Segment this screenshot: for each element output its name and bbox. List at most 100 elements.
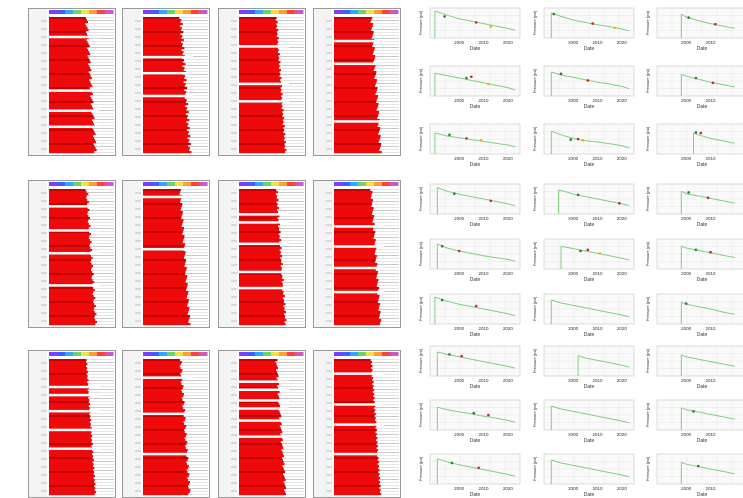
measurement-point xyxy=(711,81,715,85)
y-axis-label: Pressure [psi] xyxy=(645,349,650,373)
log-grid-row xyxy=(178,458,208,459)
measurement-point xyxy=(613,26,616,30)
log-bar xyxy=(334,261,376,264)
depth-track xyxy=(29,351,47,497)
x-tick-label: 2000 xyxy=(681,216,692,221)
log-bar xyxy=(143,85,185,88)
log-header-swatch xyxy=(334,352,343,356)
x-tick-label: 2000 xyxy=(568,98,579,103)
log-grid-row xyxy=(274,359,304,360)
log-grid-row xyxy=(84,312,114,313)
log-bar xyxy=(334,415,375,418)
log-bar xyxy=(49,421,90,424)
log-bar xyxy=(143,119,190,122)
log-grid-row xyxy=(369,413,399,414)
log-grid-row xyxy=(178,50,208,51)
log-bar xyxy=(143,29,182,32)
log-bar xyxy=(334,227,374,230)
log-bar xyxy=(334,437,378,440)
log-bar xyxy=(143,217,182,220)
log-header-swatch xyxy=(382,182,391,186)
log-grid-row xyxy=(178,113,208,114)
well-log-panel xyxy=(28,350,116,498)
log-bar xyxy=(239,255,283,258)
log-grid-row xyxy=(178,65,208,66)
log-bar xyxy=(239,151,285,154)
log-gap xyxy=(334,225,384,228)
log-grid-row xyxy=(84,68,114,69)
pressure-series-line xyxy=(560,245,630,261)
log-bar xyxy=(239,129,285,132)
log-header-swatch xyxy=(279,352,288,356)
log-bar xyxy=(49,83,92,86)
y-axis-label: Pressure [psi] xyxy=(645,457,650,481)
log-bar xyxy=(49,79,90,82)
log-bar xyxy=(143,79,187,82)
y-axis-label: Pressure [psi] xyxy=(532,457,537,481)
log-bar xyxy=(334,59,375,62)
log-bar xyxy=(143,61,184,64)
log-grid-row xyxy=(178,318,208,319)
log-bar xyxy=(49,293,93,296)
depth-track xyxy=(314,181,332,327)
log-grid-row xyxy=(178,312,208,313)
log-grid-row xyxy=(84,201,114,202)
log-grid-row xyxy=(178,410,208,411)
log-grid-row xyxy=(274,17,304,18)
log-bar xyxy=(49,139,96,142)
log-grid-row xyxy=(369,416,399,417)
log-bar xyxy=(239,81,281,84)
log-grid-row xyxy=(84,324,114,325)
log-bar xyxy=(239,359,278,362)
log-bar xyxy=(334,251,376,254)
log-gap xyxy=(239,213,289,216)
log-grid-row xyxy=(274,192,304,193)
log-grid-row xyxy=(369,231,399,232)
pressure-series-line xyxy=(681,461,735,475)
x-axis-label: Date xyxy=(470,384,481,389)
log-bar xyxy=(143,139,190,142)
log-bar xyxy=(49,99,93,102)
log-bar xyxy=(239,489,285,492)
log-bar xyxy=(143,109,187,112)
log-bar xyxy=(143,311,189,314)
log-bar xyxy=(239,147,285,150)
log-bar xyxy=(334,315,380,318)
log-grid-row xyxy=(369,95,399,96)
log-bar xyxy=(143,117,187,120)
log-bar xyxy=(143,469,187,472)
log-header-swatch xyxy=(287,352,296,356)
log-bar xyxy=(334,61,374,64)
log-bar xyxy=(143,303,188,306)
log-bar xyxy=(334,489,381,492)
log-bar xyxy=(49,227,89,230)
x-tick-label: 2010 xyxy=(706,486,717,491)
log-grid-row xyxy=(178,261,208,262)
log-bar xyxy=(143,47,185,50)
log-header-swatch xyxy=(105,10,114,14)
log-bar xyxy=(143,427,186,430)
log-bar xyxy=(49,363,88,366)
log-header-swatch xyxy=(342,352,351,356)
depth-track xyxy=(219,181,237,327)
log-grid-row xyxy=(84,41,114,42)
log-grid-row xyxy=(84,455,114,456)
log-header-swatch xyxy=(105,182,114,186)
log-grid-row xyxy=(369,149,399,150)
log-bar xyxy=(239,263,283,266)
log-bar xyxy=(239,457,282,460)
log-grid-row xyxy=(178,282,208,283)
log-header-swatch xyxy=(57,352,66,356)
log-bar xyxy=(334,281,378,284)
log-grid-row xyxy=(178,467,208,468)
log-bar xyxy=(49,195,87,198)
log-bar xyxy=(239,111,283,114)
log-bar xyxy=(334,441,378,444)
log-bar xyxy=(239,109,284,112)
measurement-point xyxy=(559,72,563,76)
log-grid-row xyxy=(178,321,208,322)
log-bar xyxy=(239,29,279,32)
